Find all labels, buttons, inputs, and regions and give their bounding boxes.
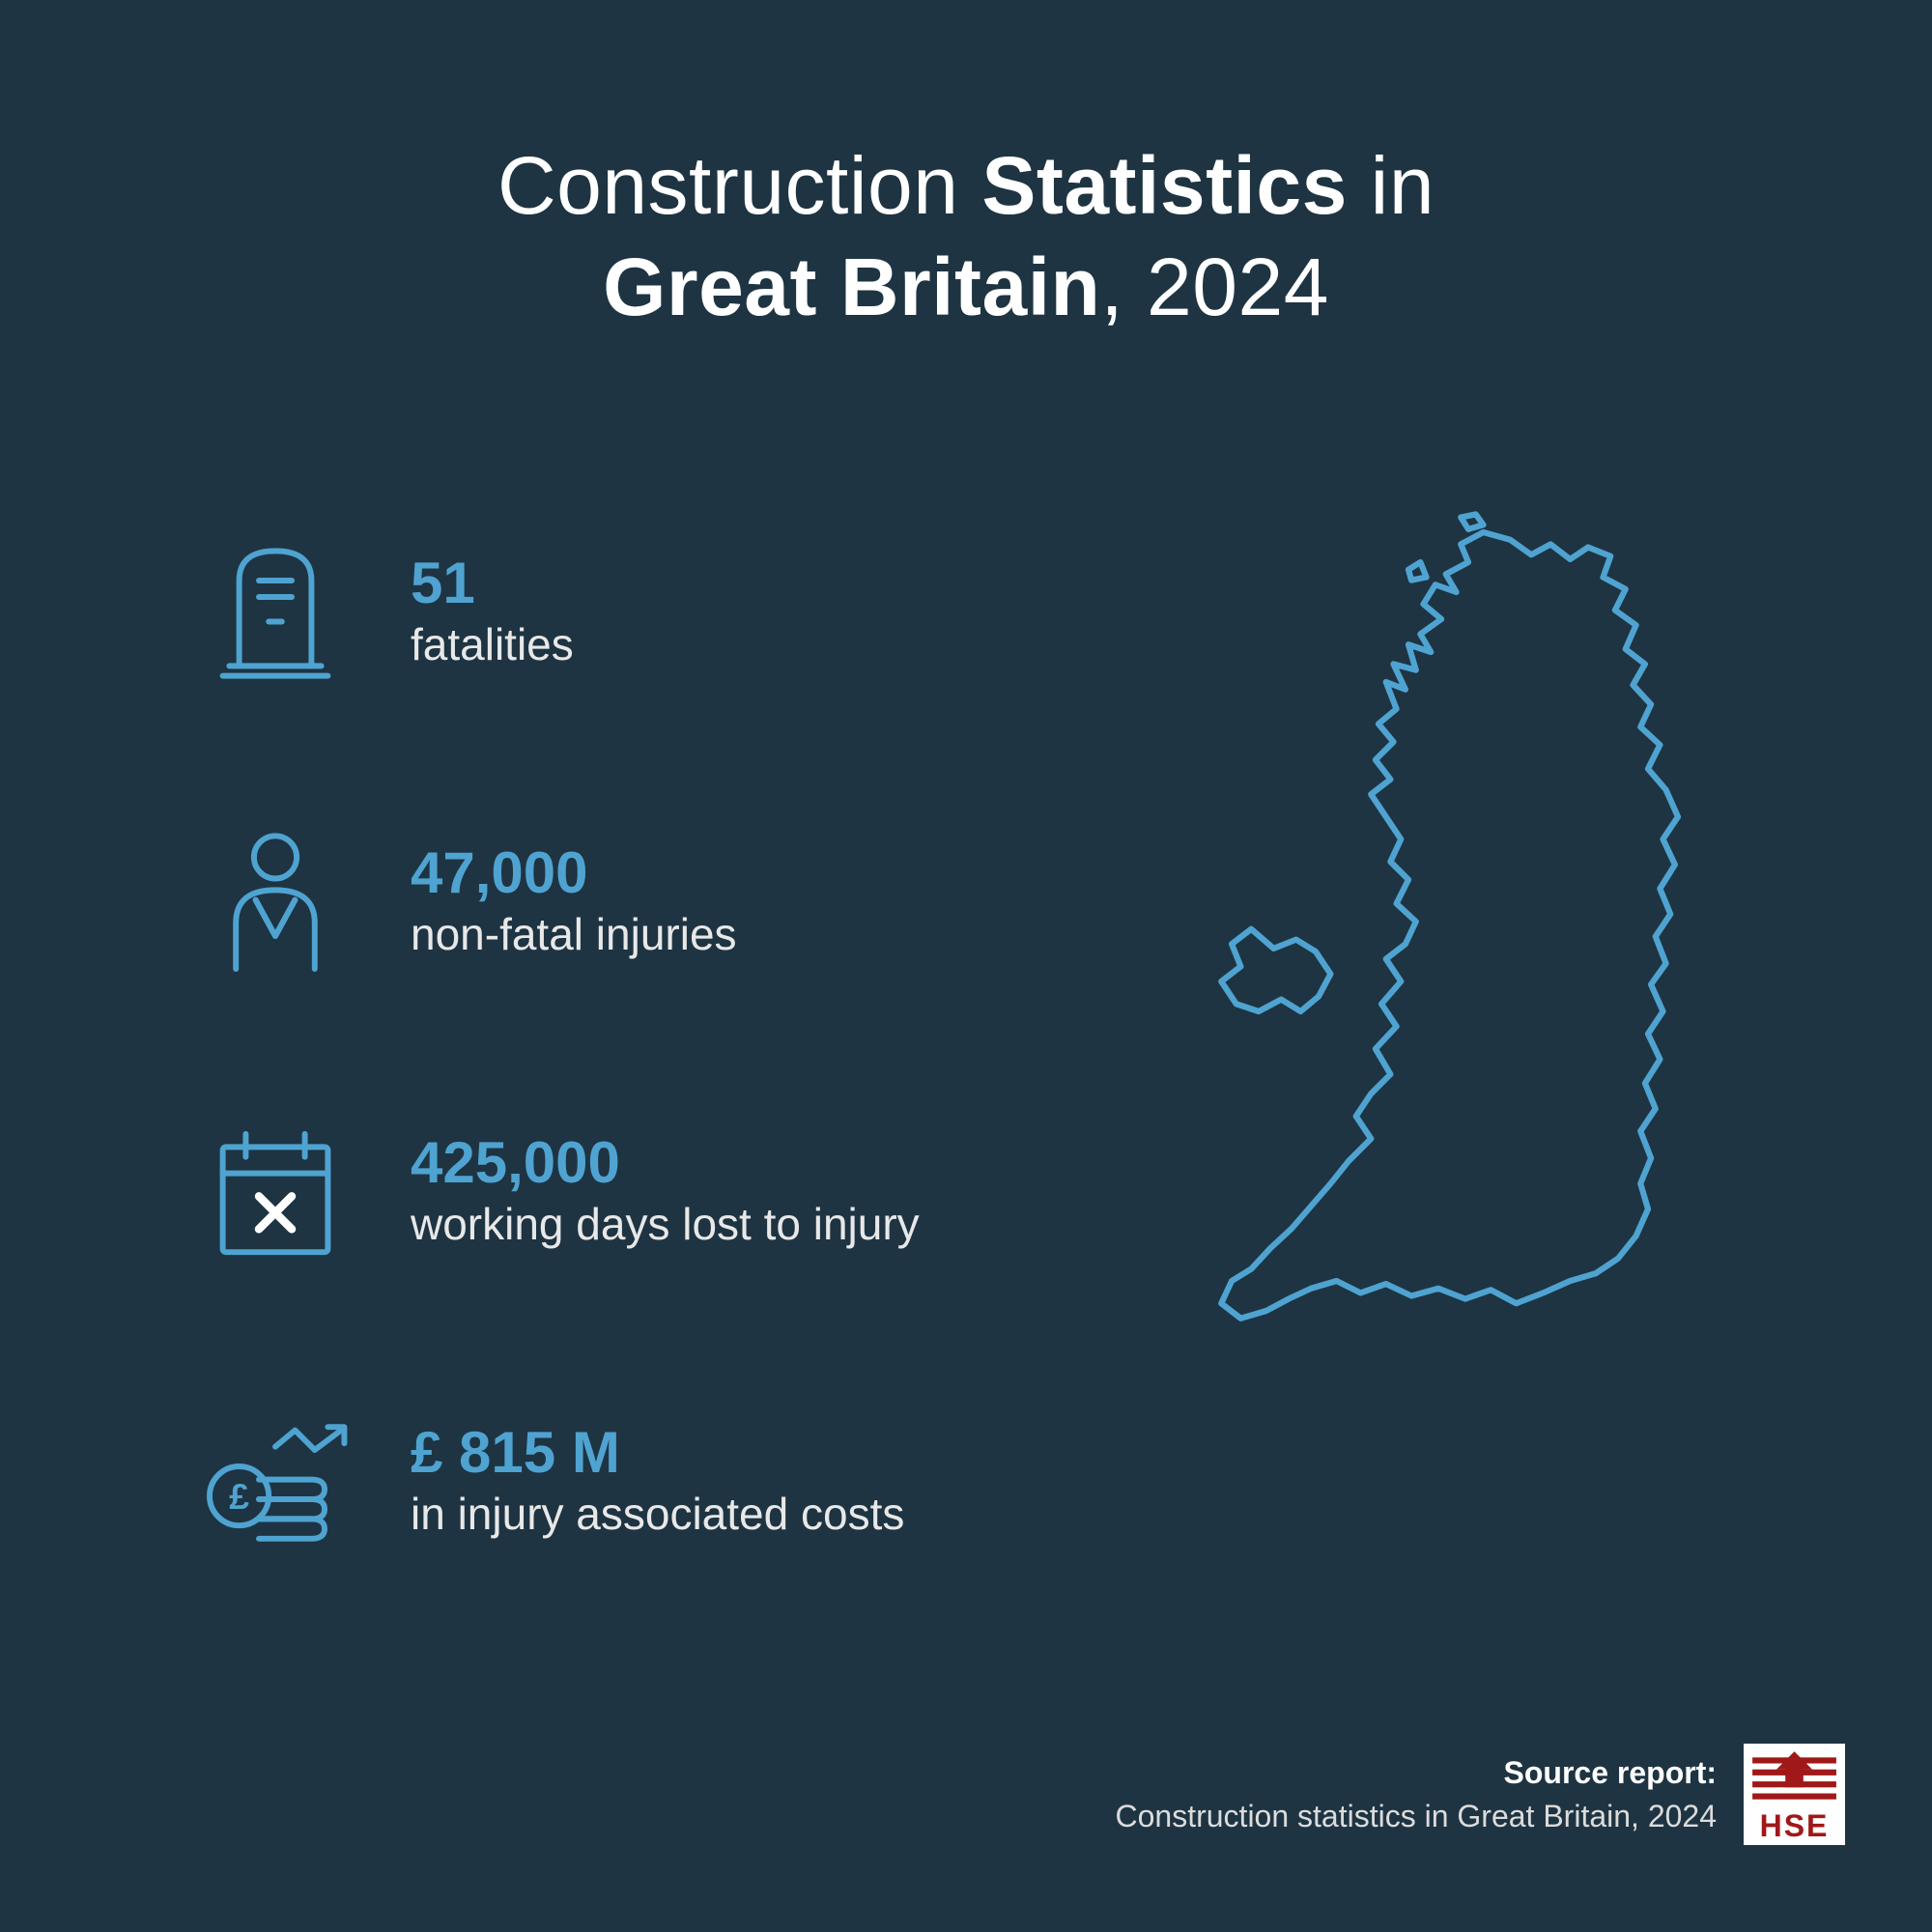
source-label: Source report:: [1116, 1751, 1718, 1795]
stat-value: 51: [411, 554, 574, 612]
source-detail: Construction statistics in Great Britain…: [1116, 1795, 1718, 1838]
title-part2: Statistics: [981, 140, 1348, 231]
title-part3: in: [1348, 140, 1435, 231]
stat-costs: £ £ 815 M in injury associated costs: [193, 1401, 1092, 1565]
hse-logo-text: HSE: [1760, 1810, 1830, 1841]
calendar-x-icon: [193, 1111, 357, 1275]
injured-person-icon: [193, 821, 357, 985]
stat-label: fatalities: [411, 618, 574, 671]
title-part5: , 2024: [1100, 242, 1329, 332]
content-area: 51 fatalities 47,000 non-fatal injuries: [164, 531, 1768, 1565]
stat-value: £ 815 M: [411, 1424, 904, 1482]
stat-days-lost: 425,000 working days lost to injury: [193, 1111, 1092, 1275]
source-footer: Source report: Construction statistics i…: [1116, 1744, 1846, 1845]
stat-value: 425,000: [411, 1134, 920, 1192]
stat-label: in injury associated costs: [411, 1488, 904, 1541]
gb-map-icon: [1169, 502, 1768, 1406]
page-title: Construction Statistics in Great Britain…: [164, 135, 1768, 338]
hse-logo-icon: HSE: [1744, 1744, 1845, 1845]
pound-cost-icon: £: [193, 1401, 357, 1565]
stat-value: 47,000: [411, 844, 737, 902]
tombstone-icon: [193, 531, 357, 696]
title-part1: Construction: [497, 140, 981, 231]
stat-label: non-fatal injuries: [411, 908, 737, 961]
stats-list: 51 fatalities 47,000 non-fatal injuries: [164, 531, 1092, 1565]
stat-fatalities: 51 fatalities: [193, 531, 1092, 696]
svg-text:£: £: [229, 1476, 249, 1517]
stat-label: working days lost to injury: [411, 1198, 920, 1251]
stat-injuries: 47,000 non-fatal injuries: [193, 821, 1092, 985]
title-part4: Great Britain: [603, 242, 1100, 332]
